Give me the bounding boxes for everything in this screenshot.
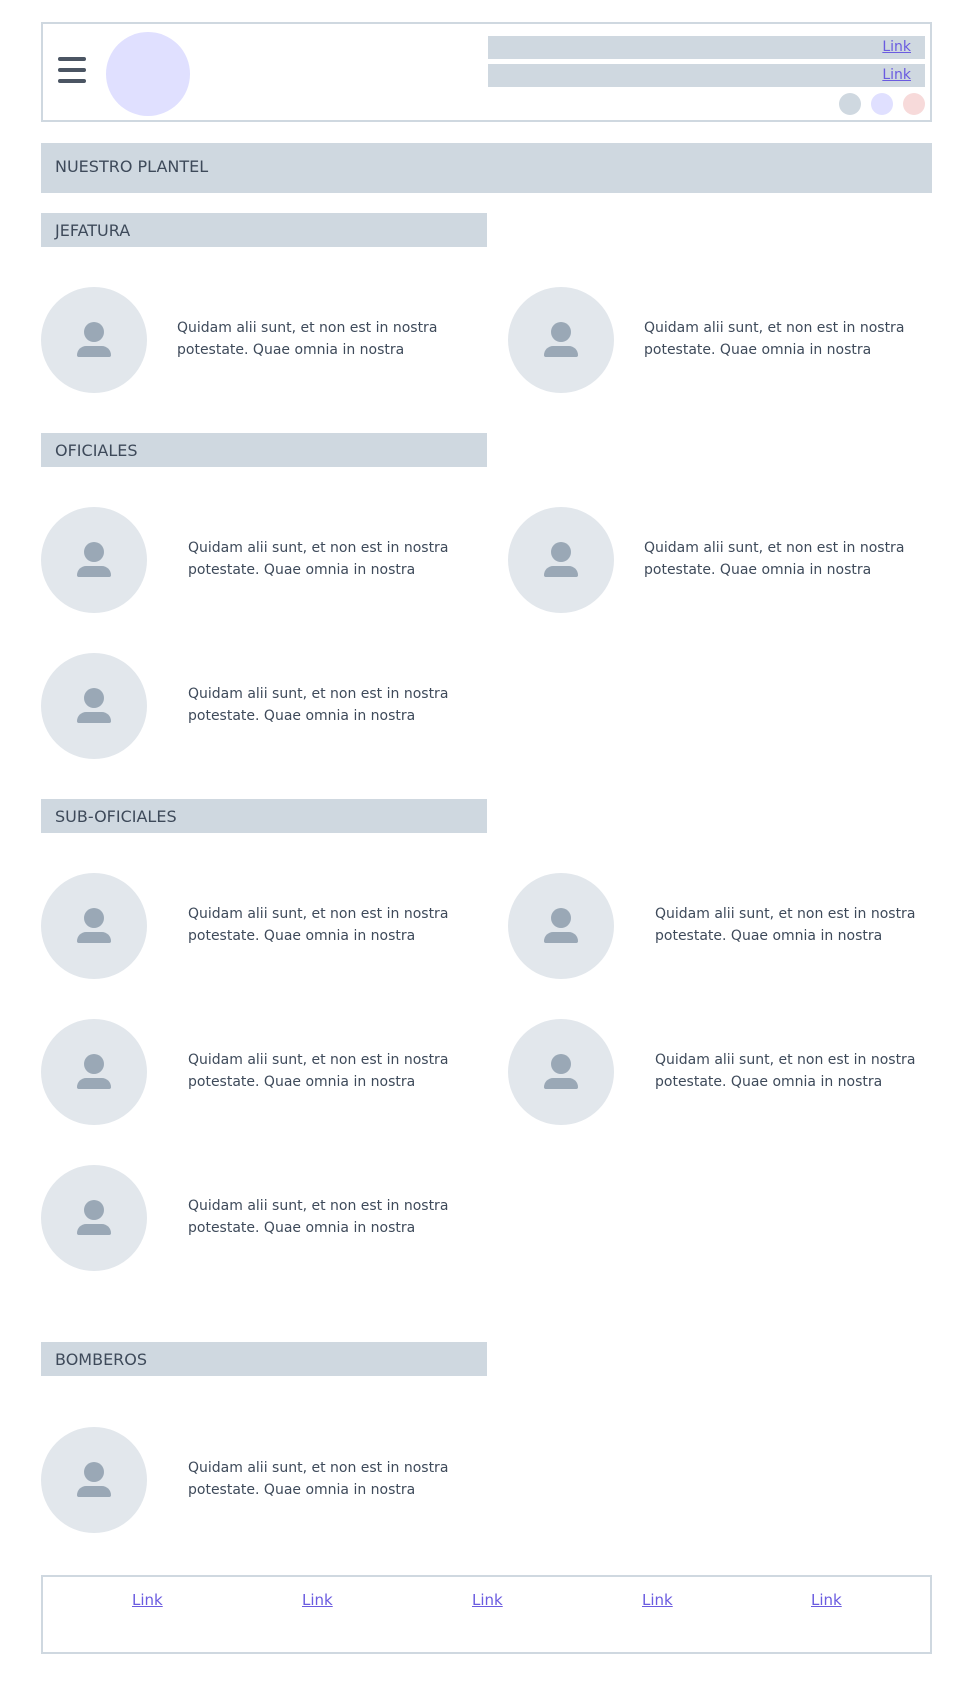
person-icon [551,908,571,928]
person-description: Quidam alii sunt, et non est in nostra p… [188,1460,449,1498]
section-title: BOMBEROS [55,1350,148,1369]
top-bar-1: Link [488,36,925,59]
footer-link-4[interactable]: Link [642,1591,673,1609]
person-avatar[interactable] [508,1019,614,1125]
person-icon [551,1054,571,1074]
person-icon [84,908,104,928]
person-avatar[interactable] [508,507,614,613]
section-header-oficiales: OFICIALES [41,433,487,467]
person-avatar[interactable] [41,1019,147,1125]
section-header-sub-oficiales: SUB-OFICIALES [41,799,487,833]
person-avatar[interactable] [41,507,147,613]
top-bar-2: Link [488,64,925,87]
indicator-dot-3[interactable] [903,93,925,115]
footer-link-3[interactable]: Link [472,1591,503,1609]
section-title: SUB-OFICIALES [55,807,177,826]
logo[interactable] [106,32,190,116]
page-title-bar: NUESTRO PLANTEL [41,143,932,193]
person-avatar[interactable] [41,287,147,393]
person-icon [84,1462,104,1482]
section-title: JEFATURA [55,221,131,240]
person-description: Quidam alii sunt, et non est in nostra p… [177,320,438,358]
person-avatar[interactable] [41,873,147,979]
page-title: NUESTRO PLANTEL [55,157,209,176]
person-icon [551,322,571,342]
top-link-1[interactable]: Link [882,39,911,55]
person-description: Quidam alii sunt, et non est in nostra p… [655,1052,916,1090]
person-icon [84,542,104,562]
footer: Link Link Link Link Link [41,1575,932,1654]
person-description: Quidam alii sunt, et non est in nostra p… [188,906,449,944]
person-description: Quidam alii sunt, et non est in nostra p… [188,1052,449,1090]
section-header-jefatura: JEFATURA [41,213,487,247]
section-title: OFICIALES [55,441,138,460]
person-description: Quidam alii sunt, et non est in nostra p… [188,1198,449,1236]
person-avatar[interactable] [41,1165,147,1271]
person-avatar[interactable] [508,873,614,979]
top-link-2[interactable]: Link [882,67,911,83]
person-description: Quidam alii sunt, et non est in nostra p… [644,540,905,578]
person-icon [84,1200,104,1220]
footer-link-1[interactable]: Link [132,1591,163,1609]
person-description: Quidam alii sunt, et non est in nostra p… [188,540,449,578]
person-icon [84,1054,104,1074]
hamburger-menu-icon[interactable] [58,57,86,83]
indicator-dot-1[interactable] [839,93,861,115]
person-description: Quidam alii sunt, et non est in nostra p… [655,906,916,944]
person-description: Quidam alii sunt, et non est in nostra p… [644,320,905,358]
person-icon [84,688,104,708]
indicator-dot-2[interactable] [871,93,893,115]
person-avatar[interactable] [41,653,147,759]
footer-link-5[interactable]: Link [811,1591,842,1609]
footer-link-2[interactable]: Link [302,1591,333,1609]
person-avatar[interactable] [41,1427,147,1533]
person-description: Quidam alii sunt, et non est in nostra p… [188,686,449,724]
person-icon [84,322,104,342]
person-icon [551,542,571,562]
section-header-bomberos: BOMBEROS [41,1342,487,1376]
header: Link Link [41,22,932,122]
person-avatar[interactable] [508,287,614,393]
